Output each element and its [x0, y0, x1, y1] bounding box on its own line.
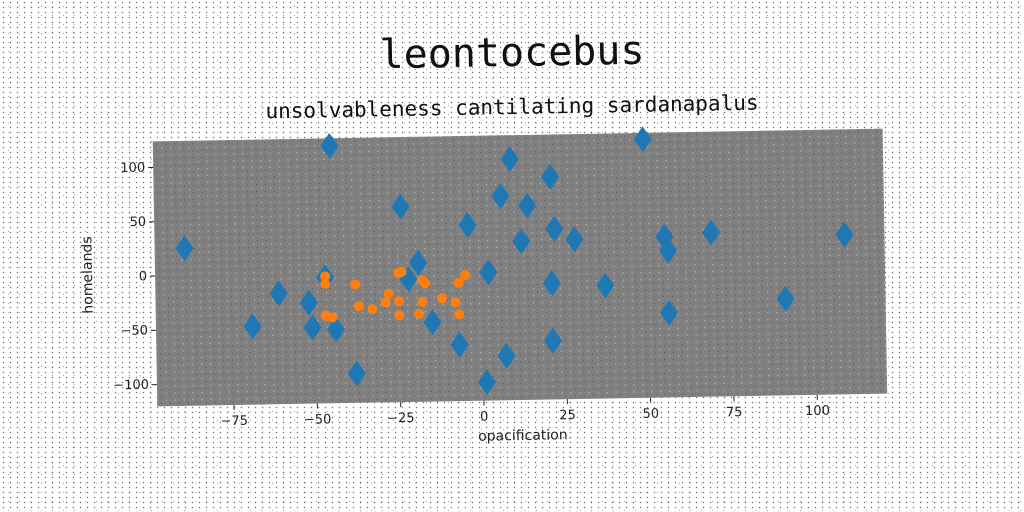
x-tick-label: 50	[642, 407, 659, 422]
circle-point	[420, 278, 431, 289]
diamond-point	[518, 192, 537, 219]
diamond-point	[391, 193, 410, 220]
y-axis-label: homelands	[79, 236, 96, 313]
diamond-point	[541, 163, 560, 190]
diamond-point	[423, 309, 442, 336]
y-tick-label: 0	[139, 269, 148, 284]
diamond-point	[659, 237, 678, 264]
diamond-point	[299, 289, 318, 316]
diamond-point	[565, 226, 584, 253]
diamond-point	[450, 331, 469, 358]
circle-point	[383, 288, 394, 299]
circle-point	[450, 297, 461, 308]
circle-point	[454, 309, 465, 320]
plot-layer: −75 −50 −25 0 25 50 75 100 −100 −50 0 50 100 opacifi…	[79, 126, 888, 445]
diamond-point	[269, 280, 288, 307]
diamond-point	[633, 126, 652, 153]
circle-point	[414, 308, 425, 319]
circle-point	[396, 266, 407, 277]
y-tick-label: −50	[120, 323, 148, 338]
circle-point	[327, 312, 338, 323]
diamond-point	[479, 259, 498, 286]
diamond-point	[303, 314, 322, 341]
diamond-point	[542, 270, 561, 297]
x-tick-label: 75	[726, 405, 743, 420]
circle-point	[460, 269, 471, 280]
circle-point	[453, 277, 464, 288]
circle-point	[350, 279, 361, 290]
circle-point	[393, 296, 404, 307]
circle-point	[320, 271, 331, 282]
y-tick-label: −100	[113, 378, 149, 394]
diamond-point	[660, 299, 679, 326]
x-tick-label: 25	[559, 408, 576, 423]
circle-point	[437, 293, 448, 304]
circle-point	[394, 310, 405, 321]
diamond-point	[477, 369, 496, 396]
diamond-point	[500, 146, 519, 173]
circle-point	[367, 304, 378, 315]
diamond-point	[243, 313, 262, 340]
x-tick-label: −25	[387, 411, 415, 426]
diamond-point	[835, 221, 854, 248]
diamond-point	[409, 249, 428, 276]
diamond-point	[491, 183, 510, 210]
circle-point	[380, 297, 391, 308]
x-tick-label: 100	[805, 404, 830, 419]
diamond-point	[776, 285, 795, 312]
circle-point	[320, 278, 331, 289]
diamond-point	[327, 316, 346, 343]
diamond-point	[512, 228, 531, 255]
plot-background	[152, 128, 888, 407]
diamond-point	[347, 360, 366, 387]
y-tick-label: 50	[129, 215, 146, 230]
diamond-point	[596, 272, 615, 299]
x-tick-label: −75	[220, 414, 248, 429]
x-tick-label: −50	[304, 412, 332, 427]
circle-point	[417, 296, 428, 307]
diamond-point	[320, 132, 339, 159]
x-axis-label: opacification	[478, 427, 568, 445]
y-tick-label: 100	[120, 161, 145, 176]
x-tick-label: 0	[480, 410, 489, 425]
circle-point	[353, 301, 364, 312]
diamond-point	[543, 327, 562, 354]
diamond-point	[545, 215, 564, 242]
diamond-point	[458, 211, 477, 238]
diamond-point	[702, 219, 721, 246]
diamond-point	[175, 235, 194, 262]
diamond-point	[497, 342, 516, 369]
